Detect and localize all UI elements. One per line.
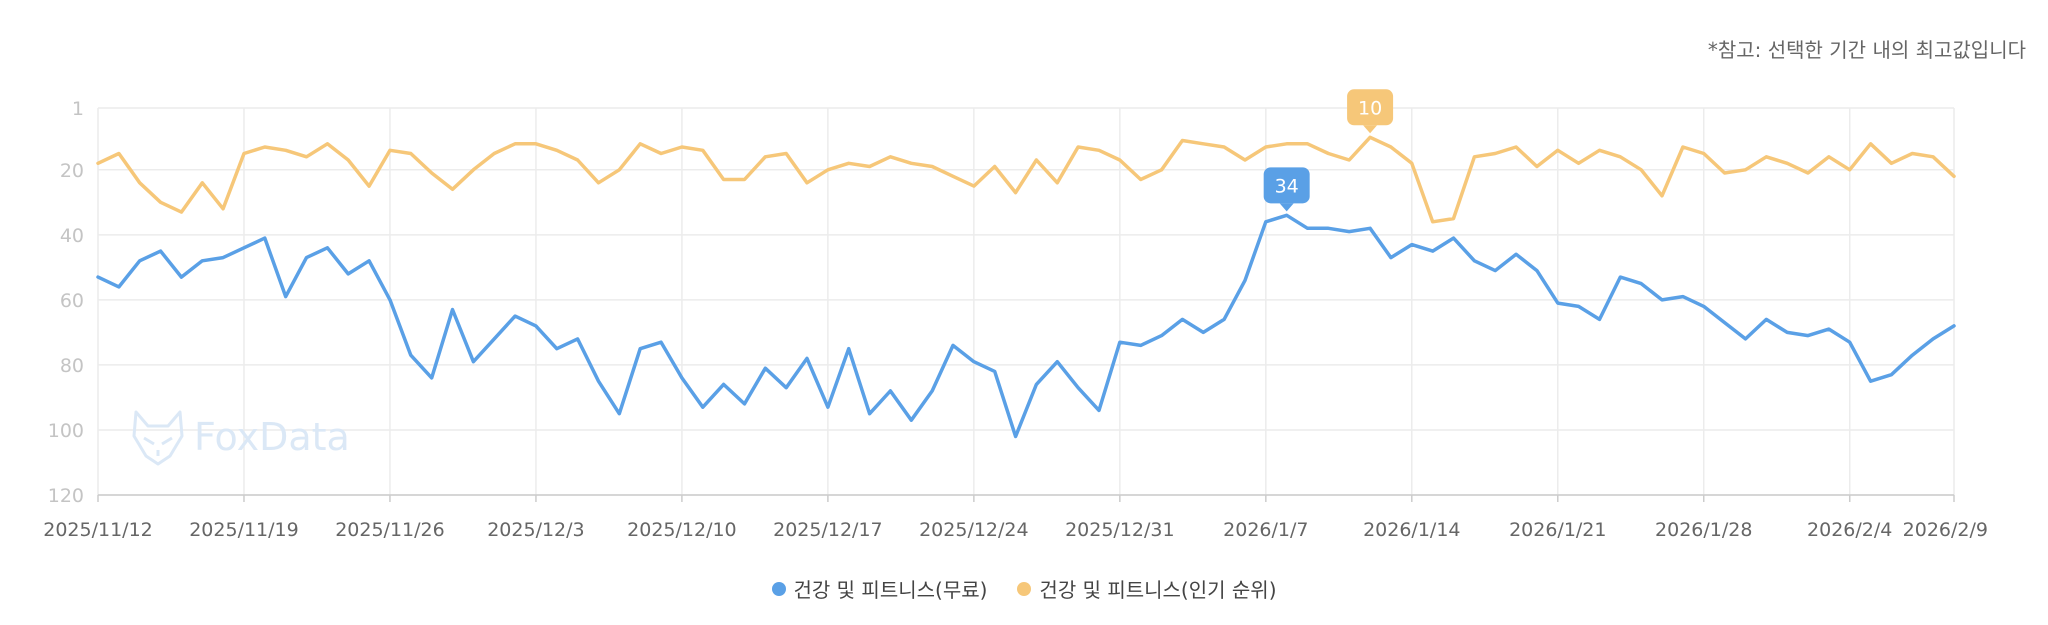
x-tick-label: 2025/12/10 bbox=[627, 519, 737, 541]
legend-dot-icon bbox=[1017, 581, 1032, 596]
legend-dot-icon bbox=[771, 581, 786, 596]
y-tick-label: 1 bbox=[72, 98, 84, 120]
x-tick-label: 2026/1/14 bbox=[1363, 519, 1460, 541]
tooltip-box bbox=[1263, 167, 1310, 204]
y-tick-label: 80 bbox=[60, 355, 84, 377]
y-tick-label: 40 bbox=[60, 225, 84, 247]
legend-item-2[interactable]: 건강 및 피트니스(인기 순위) bbox=[1017, 574, 1277, 603]
x-tick-label: 2026/2/4 bbox=[1807, 519, 1892, 541]
x-tick-label: 2026/2/9 bbox=[1903, 519, 1988, 541]
peak-tooltips: 34 10 bbox=[1263, 89, 1394, 212]
axes bbox=[97, 494, 1955, 502]
y-tick-label: 20 bbox=[60, 160, 84, 182]
legend-label: 건강 및 피트니스(인기 순위) bbox=[1039, 578, 1277, 602]
y-tick-label: 120 bbox=[48, 485, 84, 507]
legend-label: 건강 및 피트니스(무료) bbox=[793, 578, 988, 602]
series-line-2 bbox=[96, 135, 1956, 224]
tooltip-box bbox=[1347, 89, 1394, 126]
x-tick-label: 2025/12/3 bbox=[487, 519, 584, 541]
tooltip-value: 34 bbox=[1275, 175, 1299, 197]
x-axis-labels: 2025/11/12 2025/11/19 2025/11/26 2025/12/3 2… bbox=[43, 519, 1988, 541]
x-tick-label: 2025/11/19 bbox=[189, 519, 299, 541]
x-tick-label: 2025/12/31 bbox=[1065, 519, 1175, 541]
x-tick-label: 2026/1/21 bbox=[1509, 519, 1606, 541]
watermark-text: FoxData bbox=[194, 415, 350, 459]
x-tick-label: 2025/12/17 bbox=[773, 519, 883, 541]
y-tick-label: 100 bbox=[48, 420, 84, 442]
legend-item-1[interactable]: 건강 및 피트니스(무료) bbox=[771, 574, 988, 603]
y-tick-label: 60 bbox=[60, 290, 84, 312]
reference-note: *참고: 선택한 기간 내의 최고값입니다 bbox=[1707, 38, 2026, 62]
x-tick-label: 2025/12/24 bbox=[919, 519, 1029, 541]
foxdata-watermark: FoxData bbox=[132, 410, 350, 466]
chart-legend: 건강 및 피트니스(무료) 건강 및 피트니스(인기 순위) bbox=[0, 574, 2048, 603]
tooltip-pointer bbox=[1279, 203, 1294, 212]
x-tick-label: 2025/11/12 bbox=[43, 519, 153, 541]
x-tick-label: 2026/1/7 bbox=[1223, 519, 1308, 541]
series-lines bbox=[96, 135, 1956, 439]
fox-logo-icon bbox=[132, 410, 184, 466]
x-tick-label: 2025/11/26 bbox=[335, 519, 445, 541]
x-tick-label: 2026/1/28 bbox=[1655, 519, 1752, 541]
peak-tooltip-2: 10 bbox=[1347, 89, 1394, 134]
peak-tooltip-1: 34 bbox=[1263, 167, 1310, 212]
tooltip-value: 10 bbox=[1358, 97, 1382, 119]
series-line-1 bbox=[96, 213, 1956, 439]
tooltip-pointer bbox=[1363, 125, 1378, 134]
